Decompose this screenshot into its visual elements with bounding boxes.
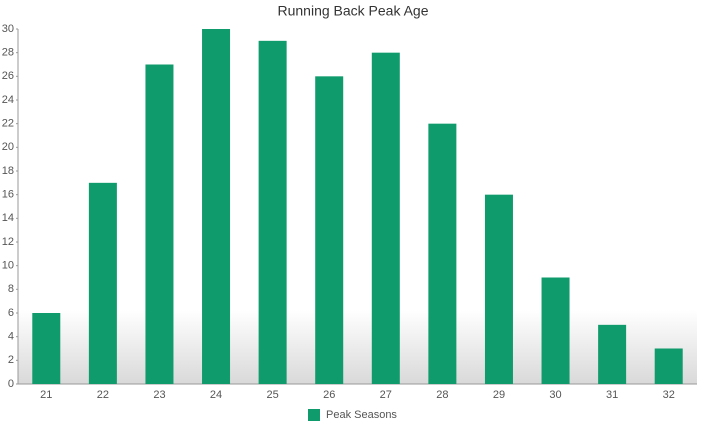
y-tick-label: 0 [8, 378, 14, 390]
y-tick-label: 12 [2, 236, 14, 248]
plot-background [18, 310, 697, 384]
x-tick-label: 28 [436, 389, 448, 401]
y-tick-label: 6 [8, 307, 14, 319]
bar [258, 40, 287, 384]
bar [371, 52, 400, 385]
bar [598, 324, 627, 384]
x-tick-label: 27 [380, 389, 392, 401]
legend-swatch [308, 409, 320, 421]
y-tick-label: 26 [2, 70, 14, 82]
bar [484, 194, 513, 384]
x-tick-label: 32 [663, 389, 675, 401]
y-tick-label: 8 [8, 283, 14, 295]
x-tick-label: 24 [210, 389, 222, 401]
y-tick-label: 18 [2, 165, 14, 177]
y-tick-label: 22 [2, 118, 14, 130]
y-tick-label: 28 [2, 47, 14, 59]
bar [202, 29, 231, 384]
bar [315, 76, 344, 384]
x-tick-label: 21 [40, 389, 52, 401]
legend-label: Peak Seasons [326, 409, 397, 421]
bar [541, 277, 570, 384]
y-tick-label: 20 [2, 141, 14, 153]
bar [145, 64, 174, 384]
x-tick-label: 26 [323, 389, 335, 401]
x-tick-label: 22 [97, 389, 109, 401]
y-tick-label: 16 [2, 189, 14, 201]
bar [32, 313, 61, 384]
y-tick-label: 30 [2, 23, 14, 35]
x-tick-label: 30 [549, 389, 561, 401]
bar [428, 123, 457, 385]
y-tick-label: 2 [8, 354, 14, 366]
y-tick-label: 24 [2, 94, 14, 106]
y-tick-label: 4 [8, 331, 14, 343]
y-tick-label: 14 [2, 212, 14, 224]
y-tick-label: 10 [2, 260, 14, 272]
x-tick-label: 23 [153, 389, 165, 401]
x-tick-label: 29 [493, 389, 505, 401]
x-tick-label: 31 [606, 389, 618, 401]
bar [654, 348, 683, 384]
chart-title: Running Back Peak Age [278, 3, 429, 19]
bar [88, 182, 117, 384]
x-tick-label: 25 [267, 389, 279, 401]
